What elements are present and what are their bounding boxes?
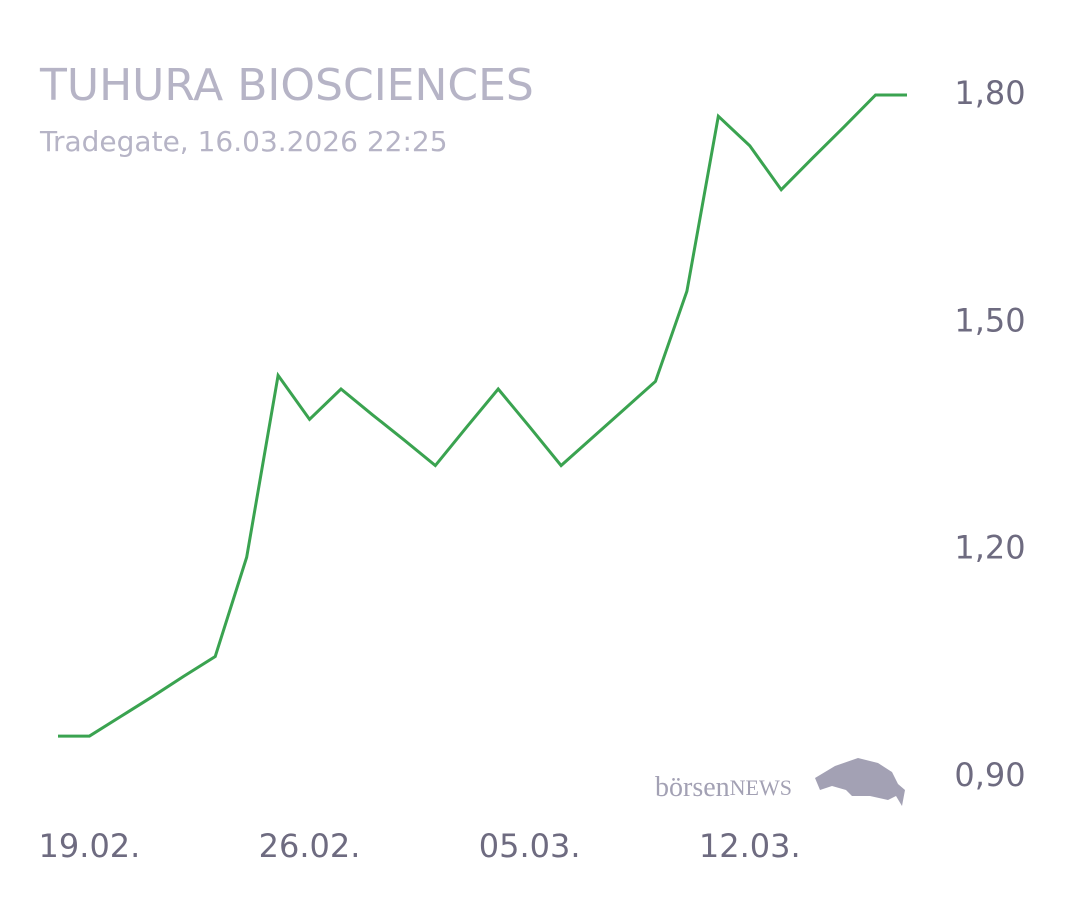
y-tick-label: 1,50: [954, 301, 1025, 339]
chart-subtitle: Tradegate, 16.03.2026 22:25: [39, 125, 448, 158]
logo-suffix: NEWS: [730, 775, 792, 800]
y-tick-label: 1,80: [954, 74, 1025, 112]
x-tick-label: 12.03.: [699, 827, 801, 865]
x-tick-label: 19.02.: [39, 827, 141, 865]
logo-text: börsenNEWS: [655, 772, 792, 803]
logo-prefix: börsen: [655, 772, 730, 803]
y-tick-label: 1,20: [954, 529, 1025, 567]
x-tick-label: 26.02.: [259, 827, 361, 865]
y-tick-label: 0,90: [954, 756, 1025, 794]
logo: börsenNEWS: [655, 758, 905, 806]
price-line: [58, 93, 907, 738]
x-tick-label: 05.03.: [479, 827, 581, 865]
logo-bull: [815, 758, 905, 806]
chart-title: TUHURA BIOSCIENCES: [39, 60, 534, 111]
